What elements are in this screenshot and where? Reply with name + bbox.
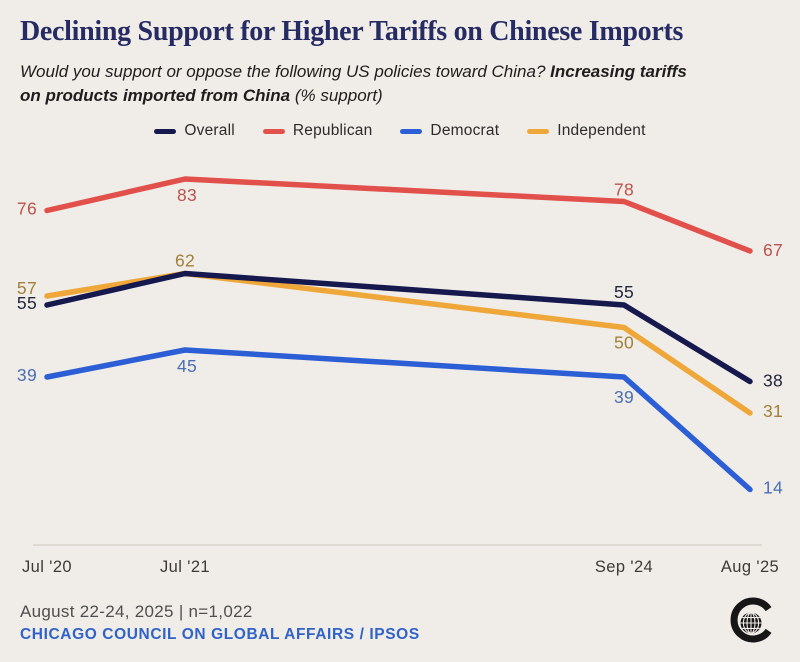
legend-item-overall: Overall [154, 122, 235, 140]
x-tick-1: Jul '21 [160, 558, 210, 576]
data-label-independent-3: 31 [763, 401, 783, 421]
source-attribution: CHICAGO COUNCIL ON GLOBAL AFFAIRS / IPSO… [20, 626, 420, 643]
survey-note: August 22-24, 2025 | n=1,022 [20, 602, 253, 621]
x-tick-3: Aug '25 [721, 558, 779, 576]
republican-line-swatch-icon [262, 128, 285, 134]
series-line-democrat [44, 347, 753, 493]
chart-subtitle: Would you support or oppose the followin… [20, 60, 687, 108]
legend-item-democrat: Democrat [400, 122, 499, 140]
subtitle-line1-regular: Would you support or oppose the followin… [20, 62, 546, 81]
chart-lines-layer [44, 176, 753, 493]
chart-labels-layer: 57 62 50 31 39 45 39 14 55 55 38 76 83 78 67 [17, 180, 783, 498]
subtitle-line2-bold: on products imported from China [20, 86, 291, 105]
data-label-independent-0: 57 [17, 278, 37, 298]
legend-label-republican: Republican [292, 122, 373, 139]
logo-c-arc [730, 597, 772, 643]
series-line-overall [44, 270, 753, 385]
logo-globe [740, 612, 762, 634]
data-label-republican-1: 83 [177, 185, 197, 205]
x-tick-0: Jul '20 [22, 558, 72, 576]
footer: August 22-24, 2025 | n=1,022 CHICAGO COU… [20, 602, 420, 644]
legend-item-independent: Independent [527, 122, 645, 140]
data-label-independent-1: 62 [175, 251, 195, 271]
subtitle-line1-bold: Increasing tariffs [550, 62, 687, 81]
data-label-democrat-2: 39 [614, 387, 634, 407]
data-label-republican-2: 78 [614, 180, 634, 200]
chicago-council-globe-logo-icon [730, 597, 772, 643]
series-line-independent [44, 270, 753, 416]
data-label-independent-2: 50 [614, 333, 634, 353]
overall-line-swatch-icon [154, 128, 177, 134]
legend: Overall Republican Democrat Independent [0, 122, 800, 140]
data-label-democrat-3: 14 [763, 478, 783, 498]
data-label-republican-0: 76 [17, 199, 37, 219]
legend-label-overall: Overall [184, 122, 235, 139]
data-label-overall-0: 55 [17, 293, 37, 313]
x-tick-2: Sep '24 [595, 558, 653, 576]
data-label-overall-3: 38 [763, 371, 783, 391]
data-label-democrat-0: 39 [17, 365, 37, 385]
series-line-republican [44, 176, 753, 254]
data-label-overall-2: 55 [614, 282, 634, 302]
legend-item-republican: Republican [262, 122, 373, 140]
data-label-democrat-1: 45 [177, 356, 197, 376]
chart-title: Declining Support for Higher Tariffs on … [20, 16, 684, 47]
subtitle-line2-regular: (% support) [294, 86, 383, 105]
data-label-republican-3: 67 [763, 240, 783, 260]
democrat-line-swatch-icon [400, 128, 423, 134]
x-axis-tick-labels: Jul '20 Jul '21 Sep '24 Aug '25 [22, 558, 779, 576]
legend-label-independent: Independent [557, 122, 646, 139]
independent-line-swatch-icon [527, 128, 550, 134]
legend-label-democrat: Democrat [430, 122, 500, 139]
